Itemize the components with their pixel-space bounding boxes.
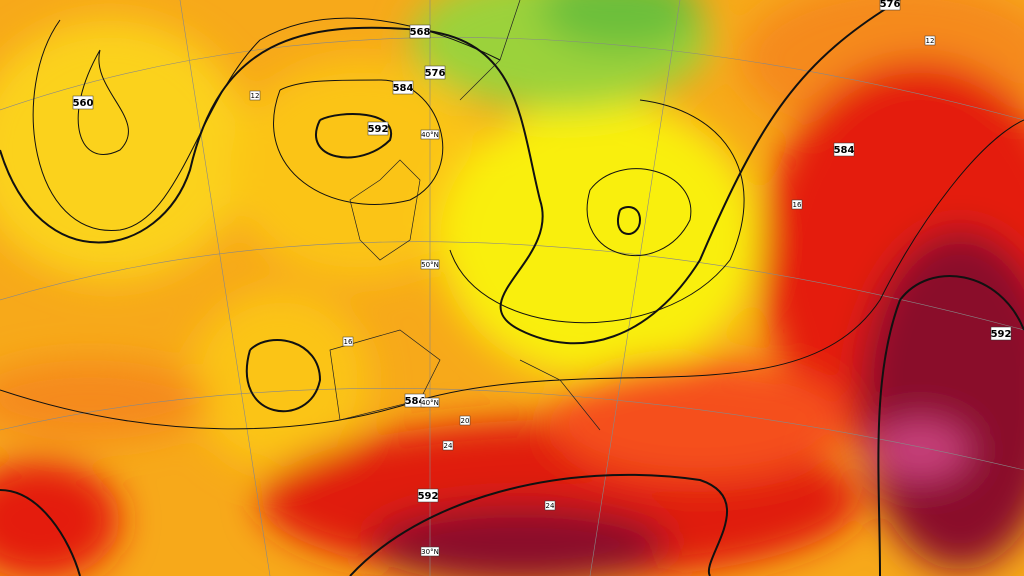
contour-label-text: 568 <box>410 27 431 38</box>
contour-label-text: 592 <box>991 329 1012 340</box>
contour-label: 576 <box>425 65 446 80</box>
grid-label: 40°N <box>421 399 439 407</box>
contour-label: 584 <box>393 80 414 95</box>
contour-label: 592 <box>991 326 1012 341</box>
temperature-label: 12 <box>251 92 260 100</box>
contour-label-text: 576 <box>425 68 446 79</box>
contour-label: 568 <box>410 24 431 39</box>
grid-label: 30°N <box>421 548 439 556</box>
contour-label-text: 584 <box>405 396 426 407</box>
contour-label: 560 <box>73 95 94 110</box>
contour-label: 584 <box>834 142 855 157</box>
contour-label-text: 576 <box>880 0 901 10</box>
temperature-label: 12 <box>926 37 935 45</box>
grid-label: 40°N <box>421 131 439 139</box>
temperature-label: 16 <box>793 201 802 209</box>
contour-label-text: 592 <box>368 124 389 135</box>
contour-label-text: 584 <box>834 145 855 156</box>
grid-label: 50°N <box>421 261 439 269</box>
grid-labels: 40°N 50°N 40°N 30°N <box>420 129 440 557</box>
contour-labels: 560 568 576 584 592 576 584 592 584 592 <box>73 0 1012 503</box>
contour-label-text: 592 <box>418 491 439 502</box>
temperature-label: 24 <box>444 442 453 450</box>
contour-label-text: 560 <box>73 98 94 109</box>
contour-label: 576 <box>880 0 901 11</box>
contour-label-text: 584 <box>393 83 414 94</box>
coastlines <box>329 0 601 431</box>
temperature-labels: 12 16 20 24 12 16 24 <box>249 35 936 511</box>
temperature-label: 16 <box>344 338 353 346</box>
temperature-label: 20 <box>461 417 470 425</box>
contour-label: 592 <box>418 488 439 503</box>
temperature-label: 24 <box>546 502 555 510</box>
contour-label: 592 <box>368 121 389 136</box>
